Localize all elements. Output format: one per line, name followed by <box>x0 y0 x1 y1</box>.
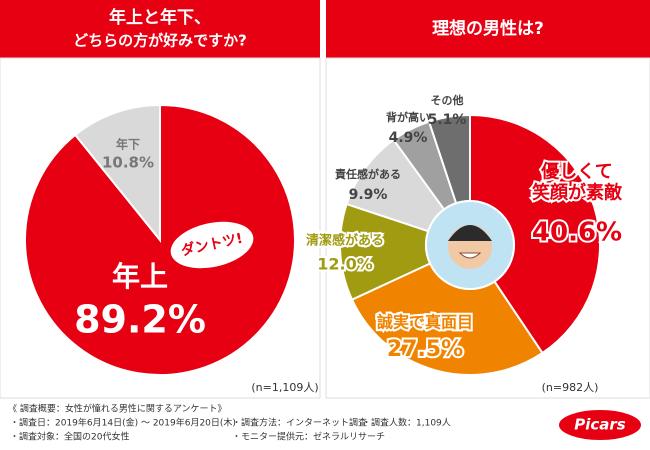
right-header <box>326 0 650 58</box>
left-header <box>0 0 320 58</box>
category-label: 誠実で真面目 <box>377 313 473 332</box>
footer-item: ・モニター提供元：ゼネラルリサーチ <box>232 431 385 443</box>
footer-item: ・調査対象：全国の20代女性 <box>10 431 129 443</box>
value-label: 9.9% <box>349 187 388 203</box>
smile <box>458 252 482 259</box>
category-label: 年上 <box>112 260 168 293</box>
hair <box>448 225 492 241</box>
value-label: 27.5% <box>387 337 463 362</box>
category-label: その他 <box>431 93 464 107</box>
footer-item: ・調査人数：1,109人 <box>362 417 451 429</box>
logo-badge <box>557 408 643 442</box>
value-label: 89.2% <box>74 298 206 342</box>
category-label: 清潔感がある <box>306 233 384 249</box>
value-label: 12.0% <box>317 255 373 274</box>
category-label: 優しくて笑顔が素敵 <box>532 161 623 204</box>
value-label: 4.9% <box>389 130 428 146</box>
left-panel <box>0 57 321 399</box>
value-label: 40.6% <box>532 218 622 248</box>
slice <box>73 103 161 243</box>
right-panel <box>325 57 650 399</box>
footer-heading: 《 調査概要：女性が憧れる男性に関するアンケート》 <box>8 403 227 415</box>
footer-item: ・調査日：2019年6月14日(金) 〜 2019年6月20日(木) <box>10 417 236 429</box>
chart-title: どちらの方が好みですか? <box>73 32 247 50</box>
category-label: 年下 <box>116 137 140 152</box>
category-label: 責任感がある <box>335 167 401 181</box>
logo: Picars <box>574 416 626 434</box>
value-label: 5.1% <box>428 112 467 128</box>
category-label: 背が高い <box>386 110 430 124</box>
value-label: 10.8% <box>102 154 154 172</box>
annotation-bubble <box>170 221 254 269</box>
sample-size: (n=982人) <box>542 381 599 394</box>
chart-title: 年上と年下、 <box>109 7 211 28</box>
footer-item: ・調査方法：インターネット調査 <box>232 417 367 429</box>
chart-title: 理想の男性は? <box>432 18 544 39</box>
sample-size: (n=1,109人) <box>251 381 318 394</box>
